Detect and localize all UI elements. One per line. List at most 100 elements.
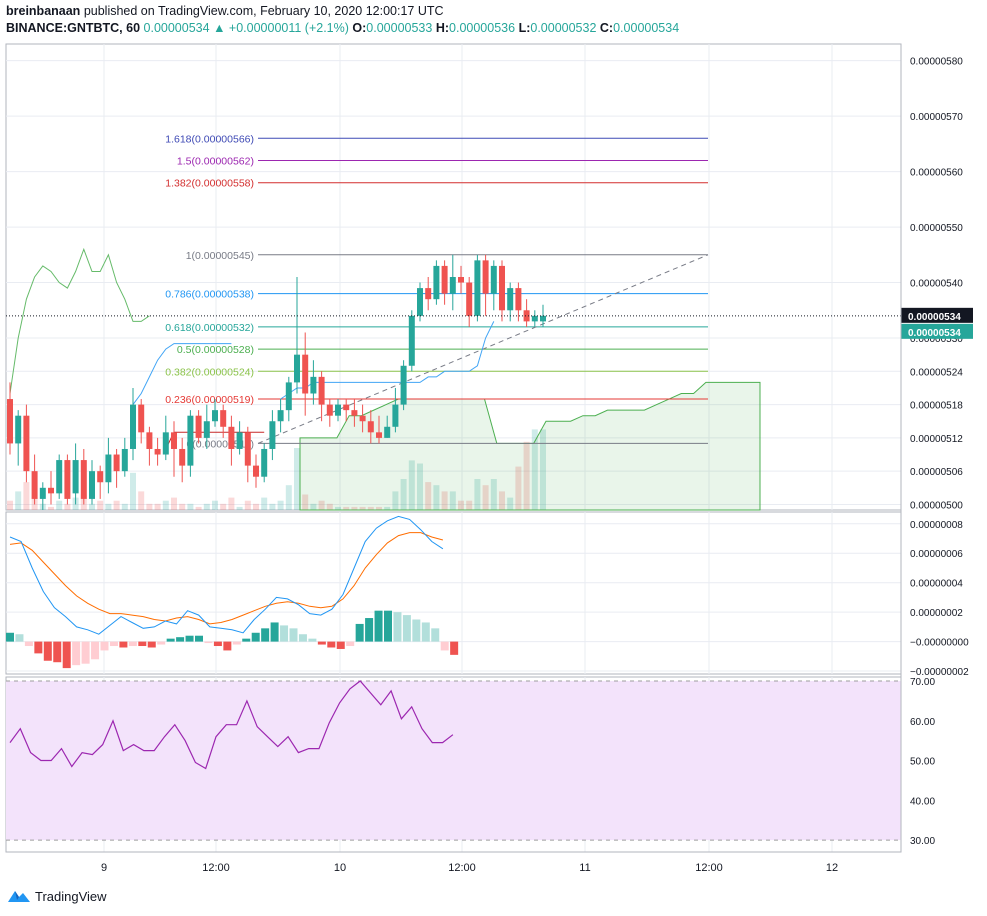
- candle-body: [425, 288, 432, 300]
- price-tick-label: 0.00000570: [910, 112, 963, 123]
- candle-body: [97, 471, 104, 483]
- macd-hist-bar: [317, 641, 326, 645]
- macd-hist-bar: [431, 628, 440, 642]
- volume-bar: [97, 500, 104, 510]
- macd-hist-bar: [402, 615, 411, 642]
- macd-hist-bar: [195, 635, 203, 642]
- volume-bar: [15, 491, 22, 510]
- candle-body: [72, 460, 79, 494]
- macd-hist-bar: [91, 641, 100, 660]
- time-tick-label: 12:00: [695, 862, 723, 874]
- volume-bar: [285, 485, 292, 510]
- candle-body: [64, 460, 71, 499]
- volume-bar: [302, 494, 309, 510]
- brand-logo[interactable]: TradingView: [7, 888, 107, 904]
- macd-hist-bar: [393, 612, 402, 642]
- close-label: C:: [599, 21, 614, 35]
- volume-bar: [367, 506, 374, 510]
- macd-hist-bar: [119, 641, 128, 648]
- volume-bar: [515, 466, 522, 510]
- volume-bar: [236, 506, 243, 510]
- candle-body: [7, 399, 13, 444]
- macd-hist-bar: [440, 641, 449, 651]
- candle-body: [326, 404, 333, 416]
- candle-body: [15, 415, 22, 444]
- candle-body: [433, 265, 440, 300]
- macd-hist-bar: [138, 641, 147, 647]
- symbol-name[interactable]: BINANCE:GNTBTC, 60: [6, 21, 141, 35]
- volume-bar: [343, 506, 350, 510]
- candle-body: [540, 315, 546, 322]
- candle-body: [146, 432, 153, 449]
- volume-bar: [425, 482, 432, 510]
- price-tick-label: 0.00000506: [910, 467, 963, 478]
- price-tick-label: 0.00000560: [910, 168, 963, 179]
- brand-name: TradingView: [35, 888, 107, 904]
- candle-body: [171, 432, 177, 449]
- candle-body: [89, 471, 95, 499]
- volume-bar: [277, 500, 284, 510]
- candle-body: [531, 315, 538, 322]
- candle-body: [482, 260, 489, 294]
- macd-hist-bar: [53, 641, 62, 663]
- candle-body: [400, 365, 407, 405]
- price-tick-label: 0.00000512: [910, 434, 963, 445]
- symbol-info: BINANCE:GNTBTC, 60 0.00000534 ▲ +0.00000…: [6, 21, 679, 35]
- low-label: L:: [518, 21, 531, 35]
- volume-bar: [400, 479, 407, 510]
- fib-level-label: 1.5(0.00000562): [177, 156, 254, 168]
- macd-hist-bar: [147, 641, 156, 648]
- volume-bar: [482, 485, 489, 510]
- price-tick-label: 0.00000524: [910, 367, 963, 378]
- volume-bar: [48, 506, 54, 510]
- price-change: ▲ +0.00000011 (+2.1%): [213, 21, 349, 35]
- macd-hist-bar: [109, 641, 118, 647]
- time-tick-label: 9: [101, 862, 107, 874]
- candle-body: [466, 282, 473, 316]
- close-price-tag-label: 0.00000534: [908, 328, 961, 339]
- volume-bar: [540, 429, 546, 510]
- rsi-tick-label: 70.00: [910, 677, 935, 688]
- candle-body: [195, 415, 202, 438]
- macd-hist-bar: [421, 622, 430, 642]
- volume-bar: [335, 506, 341, 510]
- volume-bar: [507, 497, 514, 510]
- fib-level-label: 1(0.00000545): [186, 250, 254, 262]
- fib-level-label: 1.618(0.00000566): [165, 133, 254, 145]
- volume-bar: [244, 500, 251, 510]
- macd-hist-bar: [280, 625, 289, 642]
- fib-level-label: 0.236(0.00000519): [165, 394, 254, 406]
- volume-bar: [56, 500, 63, 510]
- low-value: 0.00000532: [530, 21, 597, 35]
- macd-hist-bar: [185, 635, 194, 642]
- last-price: 0.00000534: [143, 21, 210, 35]
- macd-hist-bar: [128, 641, 137, 647]
- fib-level-label: 0.618(0.00000532): [165, 322, 254, 334]
- macd-hist-bar: [81, 641, 90, 664]
- candle-body: [23, 415, 30, 472]
- volume-bar: [384, 506, 391, 510]
- author[interactable]: breinbanaan: [6, 4, 81, 18]
- candle-body: [515, 288, 522, 311]
- candle-body: [154, 448, 161, 455]
- candle-body: [261, 448, 268, 477]
- candle-body: [499, 265, 505, 311]
- volume-bar: [179, 503, 186, 510]
- volume-bar: [162, 500, 169, 510]
- candle-body: [302, 354, 309, 394]
- macd-hist-bar: [34, 641, 43, 654]
- macd-tick-label: 0.00000002: [910, 608, 963, 619]
- volume-bar: [64, 503, 71, 510]
- macd-hist-bar: [261, 628, 270, 642]
- macd-hist-bar: [298, 634, 307, 642]
- volume-bar: [474, 479, 481, 510]
- macd-hist-bar: [365, 618, 374, 642]
- volume-bar: [433, 485, 440, 510]
- macd-hist-bar: [327, 641, 336, 648]
- volume-bar: [318, 500, 325, 510]
- candle-body: [187, 415, 194, 466]
- macd-hist-bar: [336, 641, 345, 649]
- macd-hist-bar: [72, 641, 81, 666]
- candle-body: [441, 265, 448, 294]
